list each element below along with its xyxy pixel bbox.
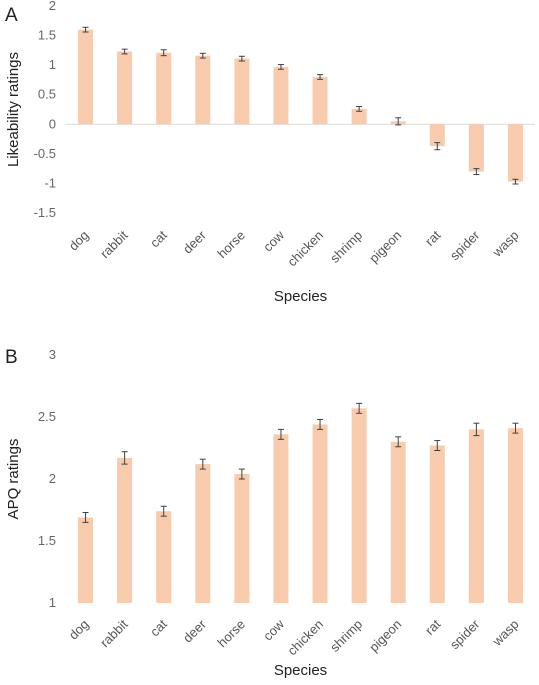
panel-letter-b: B — [5, 347, 18, 368]
x-tick-label-deer: deer — [180, 616, 209, 645]
y-tick-label: 0.5 — [38, 87, 56, 102]
bar-cat — [156, 52, 172, 125]
bar-cow — [273, 66, 289, 125]
y-tick-label: 2 — [49, 0, 56, 13]
x-tick-label-dog: dog — [66, 617, 92, 643]
error-bar-pigeon — [395, 436, 402, 448]
bar-wasp — [507, 124, 523, 182]
error-bar-rabbit — [121, 451, 128, 465]
x-tick-label-horse: horse — [214, 228, 248, 262]
x-tick-label-shrimp: shrimp — [327, 228, 365, 266]
error-bar-rat — [434, 440, 441, 451]
x-axis-title: Species — [274, 662, 327, 679]
y-tick-label: 1 — [49, 57, 56, 72]
error-bar-horse — [238, 55, 245, 62]
panel-letter-a: A — [5, 5, 18, 26]
bar-chicken — [312, 76, 328, 125]
error-bar-pigeon — [395, 117, 402, 126]
bar-rat — [429, 445, 445, 603]
error-bar-cow — [277, 428, 284, 440]
error-bar-wasp — [512, 422, 519, 434]
y-tick-label: 3 — [49, 347, 56, 362]
x-tick-label-wasp: wasp — [489, 617, 522, 650]
bar-deer — [195, 55, 211, 125]
error-bar-wasp — [512, 178, 519, 185]
bar-dog — [78, 29, 94, 125]
x-tick-label-horse: horse — [214, 617, 248, 651]
y-tick-label: 1.5 — [38, 533, 56, 548]
x-tick-label-wasp: wasp — [489, 228, 522, 261]
bar-horse — [234, 58, 250, 125]
bar-shrimp — [351, 108, 367, 125]
error-bar-dog — [82, 26, 89, 33]
error-bar-chicken — [317, 74, 324, 80]
bar-horse — [234, 474, 250, 603]
x-tick-label-rabbit: rabbit — [97, 227, 131, 261]
x-tick-label-dog: dog — [66, 228, 92, 254]
y-tick-label: 1 — [49, 595, 56, 610]
x-tick-label-chicken: chicken — [284, 617, 326, 659]
bar-pigeon — [390, 441, 406, 603]
x-tick-label-deer: deer — [180, 227, 209, 256]
bar-cow — [273, 434, 289, 603]
error-bar-spider — [473, 422, 480, 437]
error-bar-spider — [473, 168, 480, 176]
bar-shrimp — [351, 408, 367, 603]
x-tick-label-chicken: chicken — [284, 228, 326, 270]
panel-b-apq-chart: B 1 1.5 2 2.5 3 dog rabbit cat deer horse cow chick… — [0, 340, 539, 685]
bar-wasp — [507, 428, 523, 603]
error-bar-cat — [160, 505, 167, 517]
x-axis-title: Species — [274, 288, 327, 305]
bar-spider — [468, 429, 484, 603]
error-bar-cat — [160, 49, 167, 57]
y-tick-label: 1.5 — [38, 28, 56, 43]
y-tick-label: -1.5 — [34, 205, 56, 220]
x-tick-label-spider: spider — [447, 616, 483, 652]
y-axis-title: Likeability ratings — [5, 52, 22, 167]
bar-cat — [156, 511, 172, 603]
y-tick-label: 0 — [49, 116, 56, 131]
likeability-bar-chart: -1.5 -1 -0.5 0 0.5 1 1.5 2 dog rabbit cat deer horse… — [5, 0, 535, 305]
error-bar-cow — [277, 64, 284, 70]
error-bar-chicken — [317, 418, 324, 430]
apq-bar-chart: 1 1.5 2 2.5 3 dog rabbit cat deer horse cowchicken… — [5, 347, 523, 679]
x-tick-label-pigeon: pigeon — [366, 228, 404, 266]
bar-rabbit — [117, 51, 133, 125]
x-tick-label-cat: cat — [147, 227, 170, 250]
error-bar-shrimp — [356, 106, 363, 112]
bar-dog — [78, 517, 94, 603]
error-bar-deer — [199, 52, 206, 59]
x-tick-label-cow: cow — [260, 616, 287, 643]
bar-chicken — [312, 424, 328, 603]
x-tick-label-rat: rat — [422, 616, 444, 638]
y-tick-label: -1 — [44, 175, 56, 190]
error-bar-deer — [199, 458, 206, 470]
y-axis-title: APQ ratings — [5, 439, 22, 520]
bar-rabbit — [117, 457, 133, 603]
x-tick-label-cow: cow — [260, 227, 287, 254]
x-tick-label-rabbit: rabbit — [97, 616, 131, 650]
y-tick-label: 2.5 — [38, 409, 56, 424]
panel-a-likeability-chart: A -1.5 -1 -0.5 0 0.5 1 1.5 2 dog rabbit cat deer hor… — [0, 0, 539, 315]
bar-spider — [468, 124, 484, 172]
bar-deer — [195, 464, 211, 603]
x-tick-label-cat: cat — [147, 616, 170, 639]
x-tick-label-rat: rat — [422, 227, 444, 249]
error-bar-shrimp — [356, 402, 363, 414]
error-bar-horse — [238, 468, 245, 480]
y-tick-label: -0.5 — [34, 146, 56, 161]
error-bar-dog — [82, 511, 89, 523]
y-tick-label: 2 — [49, 471, 56, 486]
x-tick-label-spider: spider — [447, 227, 483, 263]
error-bar-rat — [434, 142, 441, 151]
x-tick-label-pigeon: pigeon — [366, 617, 404, 655]
error-bar-rabbit — [121, 48, 128, 55]
bar-rat — [429, 124, 445, 147]
x-tick-label-shrimp: shrimp — [327, 617, 365, 655]
